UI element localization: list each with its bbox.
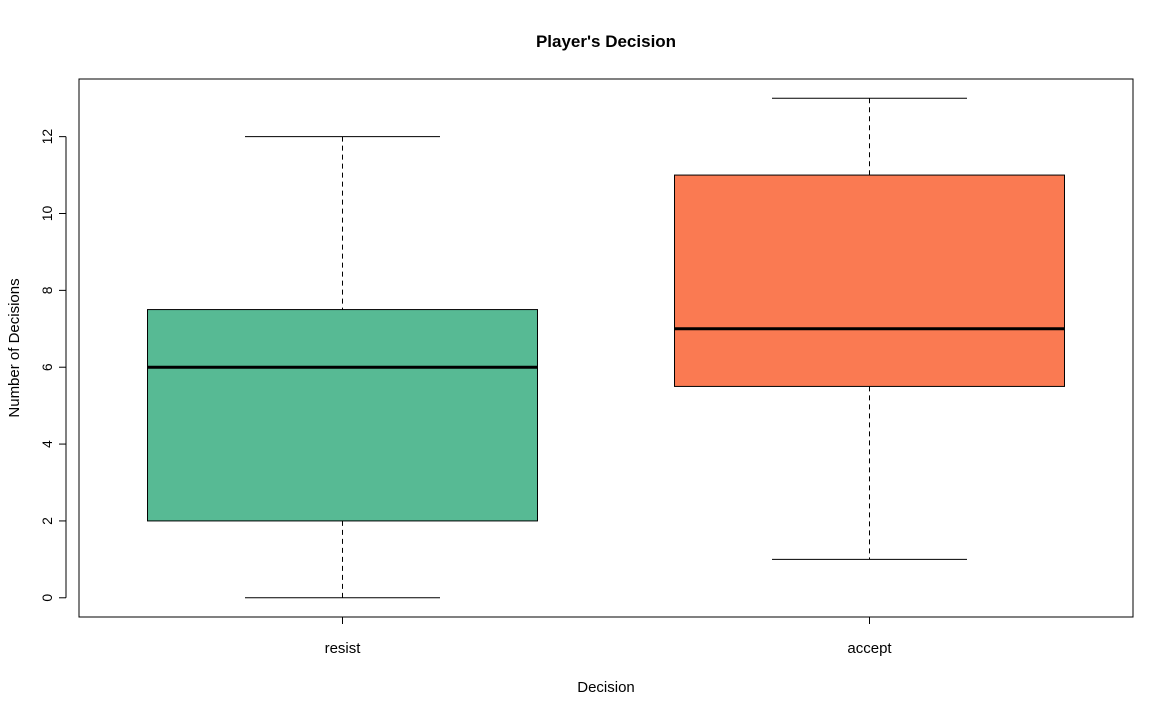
y-tick-label: 4: [39, 440, 55, 448]
y-tick-label: 2: [39, 517, 55, 525]
y-axis: 0 2 4 6 8 10 12: [39, 129, 67, 602]
y-tick-label: 8: [39, 286, 55, 294]
x-axis: resist accept: [325, 617, 892, 657]
box-resist: [147, 136, 538, 599]
x-tick-label-accept: accept: [847, 640, 892, 657]
box-accept: [674, 97, 1065, 560]
iqr-box: [147, 309, 538, 522]
boxes-group: [147, 97, 1065, 599]
chart-title: Player's Decision: [536, 32, 676, 51]
y-tick-label: 10: [39, 206, 55, 222]
y-tick-label: 6: [39, 363, 55, 371]
iqr-box: [674, 174, 1065, 387]
y-tick-label: 12: [39, 129, 55, 145]
x-axis-label: Decision: [577, 679, 635, 696]
plot-frame: [78, 78, 1134, 618]
y-axis-label: Number of Decisions: [6, 278, 23, 417]
y-tick-label: 0: [39, 594, 55, 602]
x-tick-label-resist: resist: [325, 640, 362, 657]
